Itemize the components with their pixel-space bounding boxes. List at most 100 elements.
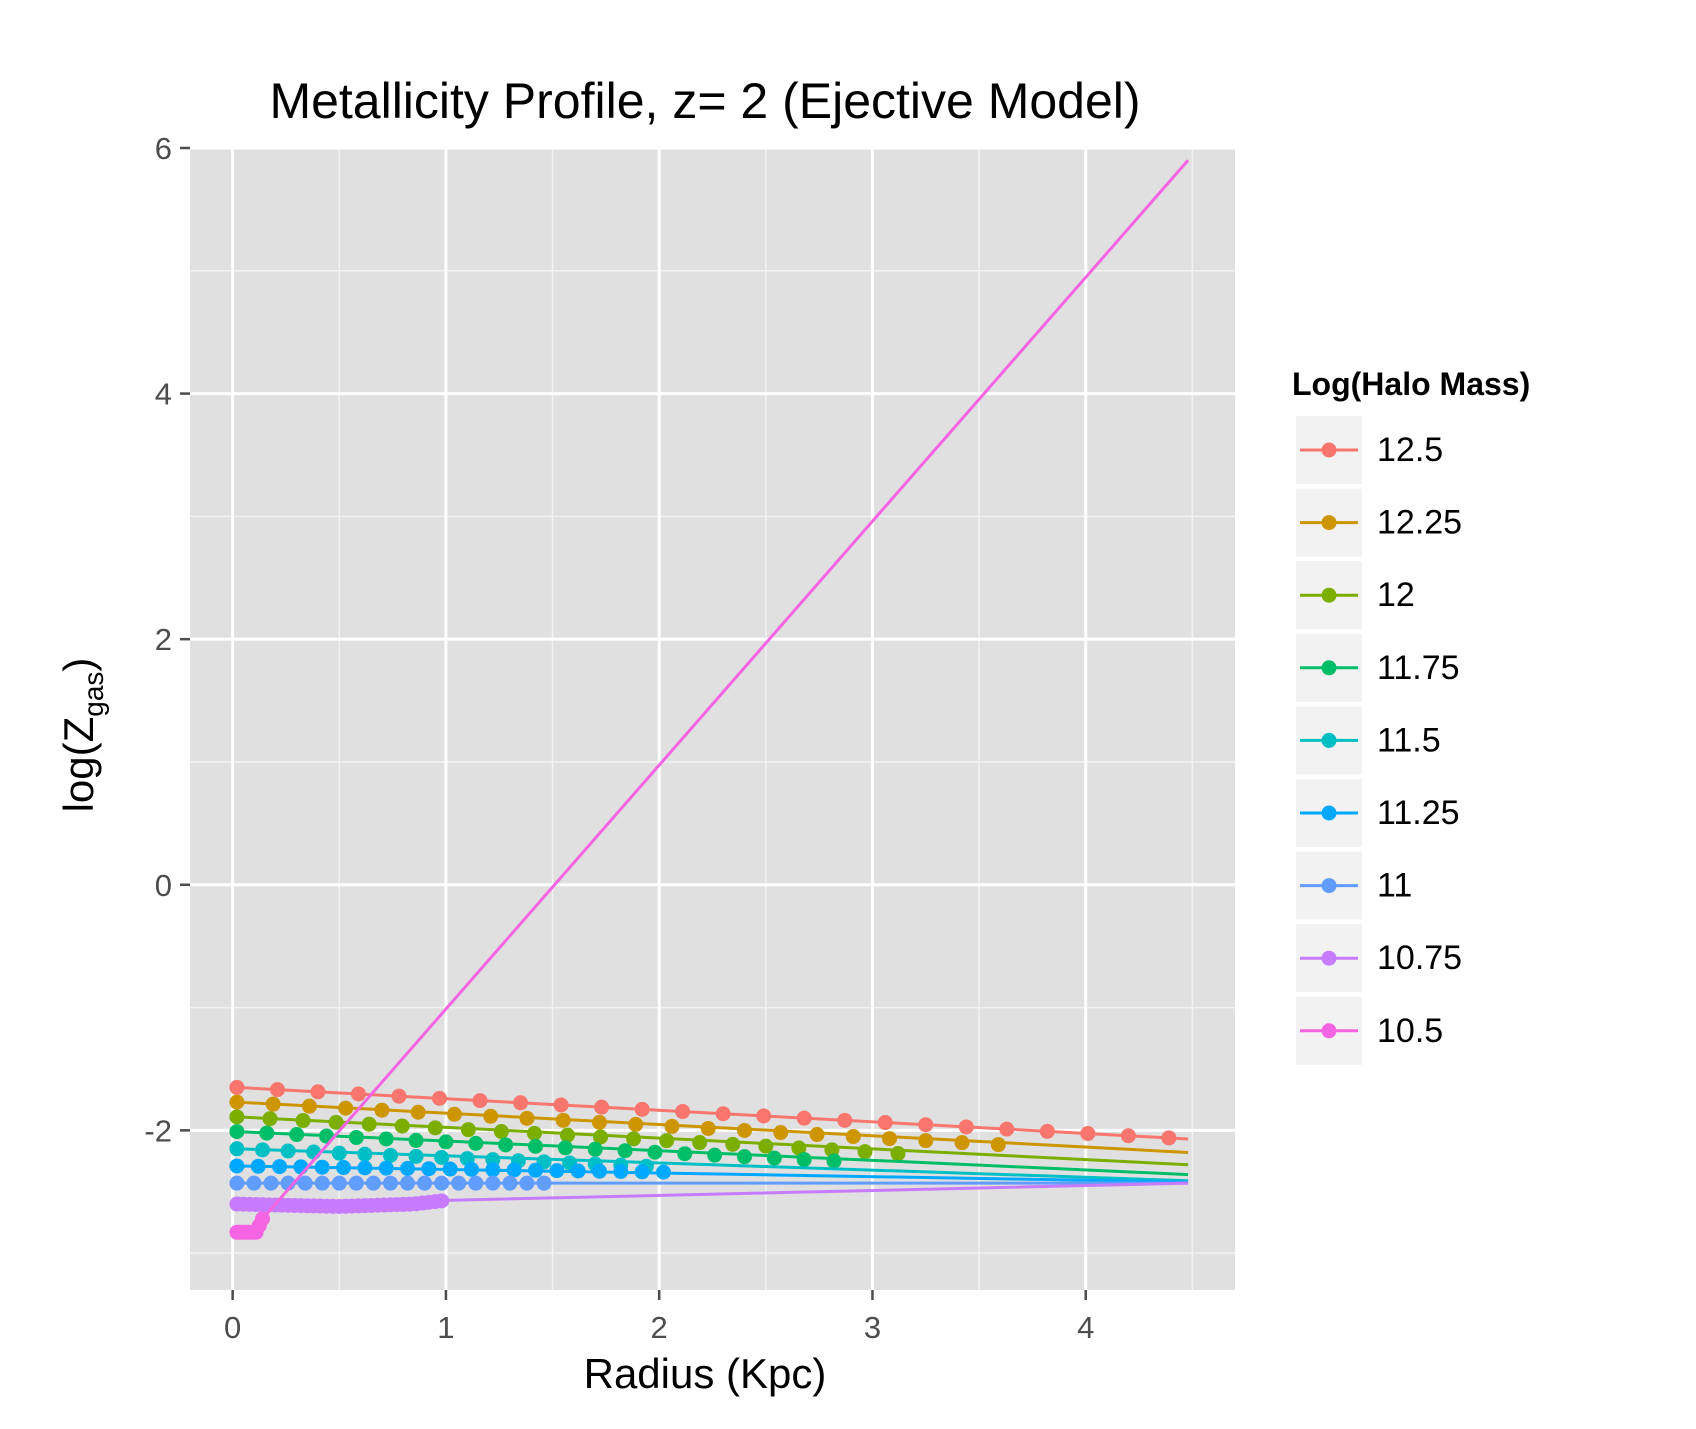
data-point — [555, 1112, 571, 1128]
legend-point — [1321, 660, 1337, 676]
data-point — [378, 1160, 394, 1176]
y-tick-label: 6 — [155, 131, 172, 166]
data-point — [756, 1108, 772, 1124]
data-point — [796, 1110, 812, 1126]
data-point — [594, 1099, 610, 1115]
legend-label: 12.25 — [1377, 504, 1462, 542]
data-point — [272, 1159, 288, 1175]
data-point — [659, 1133, 675, 1149]
series-line — [236, 1164, 1189, 1184]
series-10.75 — [229, 1181, 1189, 1214]
data-point — [374, 1102, 390, 1118]
y-tick-label: -2 — [144, 1113, 172, 1148]
data-point — [328, 1114, 344, 1130]
data-point — [229, 1094, 245, 1110]
data-point — [350, 1086, 366, 1102]
data-point — [675, 1104, 691, 1120]
data-point — [634, 1101, 650, 1117]
data-point — [229, 1124, 245, 1140]
data-point — [519, 1175, 535, 1191]
data-point — [700, 1120, 716, 1136]
x-axis-label: Radius (Kpc) — [584, 1350, 827, 1397]
data-point — [918, 1133, 934, 1149]
data-point — [527, 1162, 543, 1178]
legend-item-12: 12 — [1296, 561, 1415, 630]
chart-title: Metallicity Profile, z= 2 (Ejective Mode… — [269, 73, 1140, 129]
data-point — [421, 1161, 437, 1177]
x-tick-label: 0 — [224, 1310, 241, 1345]
data-point — [229, 1109, 245, 1125]
series-11.5 — [229, 1141, 1189, 1183]
data-point — [527, 1138, 543, 1154]
legend-label: 11.75 — [1377, 649, 1460, 687]
data-point — [338, 1100, 354, 1116]
data-point — [626, 1131, 642, 1147]
data-point — [549, 1163, 565, 1179]
axes: 0 1 2 3 4 -2 0 2 4 6 — [144, 131, 1094, 1345]
data-point — [310, 1084, 326, 1100]
data-point — [990, 1137, 1006, 1153]
data-point — [591, 1163, 607, 1179]
data-point — [361, 1116, 377, 1132]
legend-point — [1321, 805, 1337, 821]
legend-label: 11 — [1377, 867, 1412, 905]
data-point — [591, 1114, 607, 1130]
data-point — [999, 1121, 1015, 1137]
data-point — [265, 1096, 281, 1112]
data-point — [655, 1164, 671, 1180]
data-point — [432, 1090, 448, 1106]
legend-item-11.75: 11.75 — [1296, 633, 1460, 702]
data-point — [365, 1175, 381, 1191]
legend-label: 11.5 — [1377, 721, 1441, 759]
legend-item-10.75: 10.75 — [1296, 924, 1462, 993]
data-point — [1120, 1128, 1136, 1144]
data-point — [809, 1127, 825, 1143]
data-point — [331, 1175, 347, 1191]
series-12.25 — [229, 1094, 1189, 1154]
data-point — [434, 1175, 450, 1191]
series-10.5 — [229, 159, 1190, 1240]
data-point — [918, 1117, 934, 1133]
data-point — [468, 1135, 484, 1151]
data-point — [468, 1175, 484, 1191]
data-point — [506, 1162, 522, 1178]
legend-title: Log(Halo Mass) — [1292, 366, 1530, 402]
data-point — [259, 1125, 275, 1141]
data-point — [382, 1147, 398, 1163]
data-point — [593, 1129, 609, 1145]
legend-label: 10.5 — [1377, 1012, 1443, 1050]
legend-item-11.5: 11.5 — [1296, 706, 1441, 775]
data-point — [446, 1106, 462, 1122]
data-point — [958, 1119, 974, 1135]
data-point — [1080, 1126, 1096, 1142]
data-point — [391, 1088, 407, 1104]
data-point — [348, 1175, 364, 1191]
data-point — [438, 1134, 454, 1150]
data-point — [707, 1147, 723, 1163]
legend-item-11: 11 — [1296, 851, 1412, 920]
data-point — [417, 1175, 433, 1191]
y-tick-label: 2 — [155, 622, 172, 657]
data-point — [434, 1193, 450, 1209]
data-point — [634, 1164, 650, 1180]
data-point — [773, 1125, 789, 1141]
data-point — [837, 1112, 853, 1128]
data-point — [400, 1160, 416, 1176]
legend-label: 11.25 — [1377, 794, 1460, 832]
data-point — [559, 1127, 575, 1143]
data-point — [229, 1141, 245, 1157]
data-point — [519, 1110, 535, 1126]
series-11 — [229, 1175, 1189, 1191]
legend-point — [1321, 515, 1337, 531]
legend-point — [1321, 732, 1337, 748]
data-point — [736, 1122, 752, 1138]
data-point — [250, 1158, 266, 1174]
data-point — [269, 1082, 285, 1098]
data-point — [758, 1138, 774, 1154]
data-point — [382, 1175, 398, 1191]
data-point — [502, 1175, 518, 1191]
data-point — [378, 1131, 394, 1147]
data-point — [246, 1175, 262, 1191]
data-point — [483, 1108, 499, 1124]
